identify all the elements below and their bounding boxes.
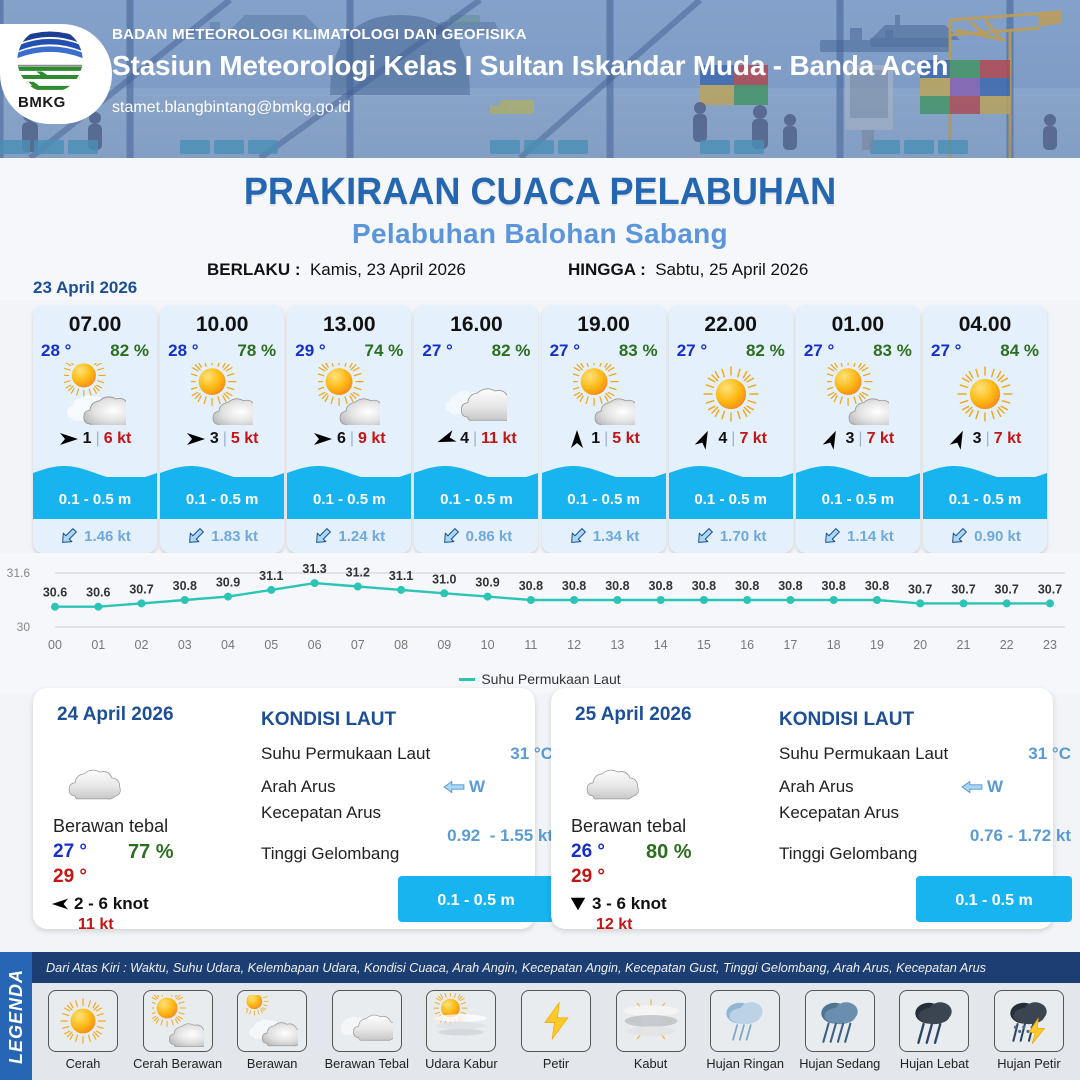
svg-text:31.2: 31.2 xyxy=(346,566,370,580)
svg-text:30.7: 30.7 xyxy=(129,582,153,596)
svg-text:30: 30 xyxy=(17,620,31,634)
svg-text:30.7: 30.7 xyxy=(908,582,932,596)
svg-text:07: 07 xyxy=(351,638,365,652)
svg-text:30.8: 30.8 xyxy=(562,579,586,593)
svg-text:30.7: 30.7 xyxy=(951,582,975,596)
svg-text:15: 15 xyxy=(697,638,711,652)
svg-text:30.8: 30.8 xyxy=(692,579,716,593)
svg-text:31.1: 31.1 xyxy=(389,569,413,583)
svg-text:20: 20 xyxy=(913,638,927,652)
svg-text:30.8: 30.8 xyxy=(778,579,802,593)
svg-text:12: 12 xyxy=(567,638,581,652)
svg-text:11: 11 xyxy=(524,638,537,652)
svg-text:30.6: 30.6 xyxy=(43,586,67,600)
svg-text:30.9: 30.9 xyxy=(216,576,240,590)
svg-text:30.8: 30.8 xyxy=(822,579,846,593)
svg-text:22: 22 xyxy=(1000,638,1014,652)
svg-text:17: 17 xyxy=(783,638,797,652)
svg-text:02: 02 xyxy=(135,638,149,652)
svg-text:30.9: 30.9 xyxy=(475,576,499,590)
svg-text:00: 00 xyxy=(48,638,62,652)
svg-text:21: 21 xyxy=(957,638,971,652)
svg-text:10: 10 xyxy=(481,638,495,652)
svg-text:30.8: 30.8 xyxy=(865,579,889,593)
svg-text:30.8: 30.8 xyxy=(519,579,543,593)
svg-text:16: 16 xyxy=(740,638,754,652)
svg-text:18: 18 xyxy=(827,638,841,652)
svg-text:13: 13 xyxy=(610,638,624,652)
svg-text:31.1: 31.1 xyxy=(259,569,283,583)
svg-text:30.8: 30.8 xyxy=(649,579,673,593)
svg-text:30.8: 30.8 xyxy=(605,579,629,593)
svg-text:31.6: 31.6 xyxy=(7,566,31,580)
svg-text:08: 08 xyxy=(394,638,408,652)
svg-text:19: 19 xyxy=(870,638,884,652)
svg-text:04: 04 xyxy=(221,638,235,652)
svg-text:06: 06 xyxy=(308,638,322,652)
svg-text:30.6: 30.6 xyxy=(86,586,110,600)
svg-text:14: 14 xyxy=(654,638,668,652)
svg-text:03: 03 xyxy=(178,638,192,652)
svg-text:23: 23 xyxy=(1043,638,1057,652)
svg-text:01: 01 xyxy=(91,638,105,652)
svg-text:31.0: 31.0 xyxy=(432,572,456,586)
svg-text:31.3: 31.3 xyxy=(302,562,326,576)
svg-text:30.7: 30.7 xyxy=(1038,582,1062,596)
svg-text:09: 09 xyxy=(437,638,451,652)
svg-text:05: 05 xyxy=(264,638,278,652)
svg-text:30.8: 30.8 xyxy=(735,579,759,593)
svg-text:30.7: 30.7 xyxy=(995,582,1019,596)
svg-text:30.8: 30.8 xyxy=(173,579,197,593)
